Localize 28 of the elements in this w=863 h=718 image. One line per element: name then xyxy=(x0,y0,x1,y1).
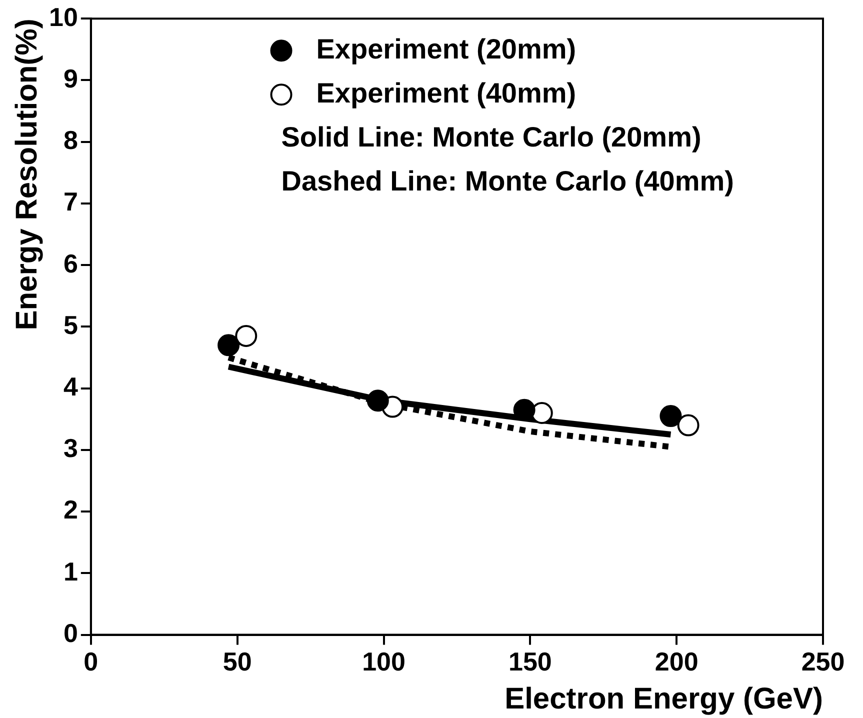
y-tick-label: 3 xyxy=(63,433,78,464)
y-tick-label: 10 xyxy=(49,2,78,32)
y-tick-label: 8 xyxy=(63,125,78,156)
annotation: Dashed Line: Monte Carlo (40mm) xyxy=(281,165,734,196)
legend-label: Experiment (40mm) xyxy=(316,77,576,108)
y-tick-label: 6 xyxy=(63,248,78,278)
y-tick-label: 5 xyxy=(63,310,78,340)
x-tick-label: 100 xyxy=(362,646,406,677)
point xyxy=(660,405,682,428)
x-tick-label: 250 xyxy=(801,646,845,677)
legend-label: Experiment (20mm) xyxy=(316,33,576,64)
y-tick-label: 2 xyxy=(63,494,78,525)
y-axis-title: Energy Resolution(%) xyxy=(10,18,44,330)
point xyxy=(235,324,258,347)
y-tick-label: 0 xyxy=(63,618,78,648)
point xyxy=(366,390,389,412)
x-tick-label: 150 xyxy=(508,646,552,677)
x-tick-label: 200 xyxy=(654,646,698,677)
y-tick-label: 7 xyxy=(63,186,78,217)
x-tick-label: 50 xyxy=(222,646,252,677)
point xyxy=(677,414,700,436)
x-axis-title: Electron Energy (GeV) xyxy=(504,682,823,716)
y-tick-label: 4 xyxy=(63,371,78,402)
y-tick-label: 9 xyxy=(63,63,78,94)
y-tick-label: 1 xyxy=(63,556,78,586)
point xyxy=(218,334,240,356)
annotation: Solid Line: Monte Carlo (20mm) xyxy=(281,121,702,152)
x-tick-label: 0 xyxy=(84,646,98,677)
